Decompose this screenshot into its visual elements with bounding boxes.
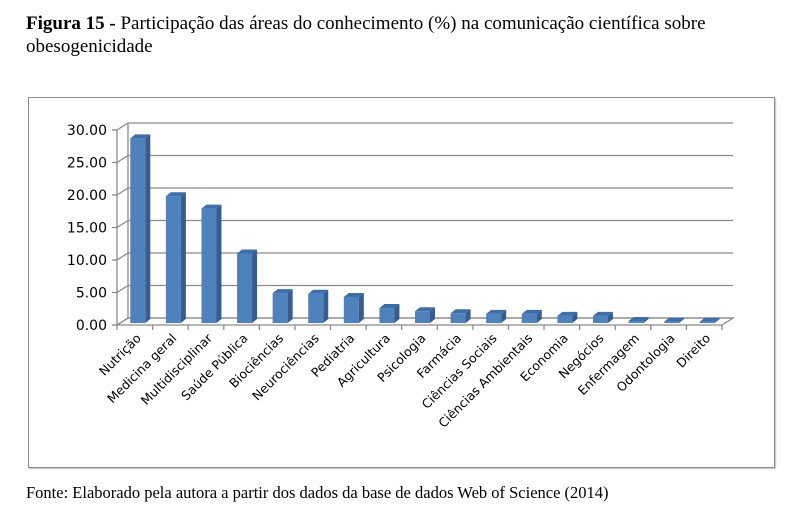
side-wall-line (116, 154, 129, 164)
bar-top-face (201, 204, 222, 209)
y-tick-label: 15.00 (67, 221, 107, 237)
bar-side-face (394, 304, 400, 323)
bar-side-face (180, 192, 186, 323)
bar-top-face (557, 311, 578, 316)
axes (112, 123, 736, 330)
bar-top-face (165, 192, 186, 197)
bar-side-face (501, 309, 507, 323)
bar-top-face (237, 249, 258, 254)
bar-front-face (308, 293, 324, 323)
bar-side-face (287, 289, 293, 323)
bar (379, 304, 400, 323)
bar-top-face (664, 317, 685, 322)
bar-top-face (628, 317, 649, 322)
bar (450, 309, 471, 323)
bar-top-face (486, 309, 507, 314)
bar-side-face (643, 317, 649, 323)
bar (521, 309, 542, 323)
bar-top-face (450, 309, 471, 314)
bar (592, 311, 613, 323)
bar-side-face (145, 134, 151, 323)
bar-side-face (714, 317, 720, 323)
bar-side-face (536, 309, 542, 323)
bar-front-face (486, 313, 502, 323)
bar-front-face (415, 311, 430, 323)
bar-front-face (130, 138, 146, 323)
y-tick-label: 20.00 (67, 188, 107, 204)
bar (237, 249, 258, 323)
chart-frame (28, 97, 775, 468)
bar-side-face (572, 311, 578, 323)
bar-side-face (679, 317, 685, 323)
bar-front-face (343, 297, 359, 323)
bar (628, 317, 649, 323)
side-wall-line (116, 219, 129, 229)
bar-side-face (465, 309, 471, 323)
bar-top-face (699, 317, 720, 322)
bar (130, 134, 151, 323)
bar-front-face (379, 308, 395, 323)
bar-top-face (343, 293, 364, 297)
bar-top-face (379, 304, 400, 309)
side-wall-line (116, 187, 129, 196)
bar-top-face (415, 307, 435, 312)
bar-front-face (592, 315, 608, 323)
bar-front-face (557, 315, 573, 323)
figure-number: Figura 15 - (26, 13, 116, 34)
bar (415, 307, 435, 323)
bar (557, 311, 578, 323)
figure-title: Participação das áreas do conhecimento (… (26, 13, 706, 57)
bar-front-face (450, 313, 466, 323)
bar-side-face (323, 289, 329, 323)
bar-front-face (272, 293, 288, 323)
bar-front-face (521, 313, 537, 323)
chart-floor (114, 317, 736, 326)
y-tick-label: 10.00 (67, 253, 107, 269)
bar (165, 192, 186, 323)
bars (130, 134, 720, 323)
bar-side-face (358, 293, 364, 323)
bar-side-face (216, 204, 222, 323)
bar-front-face (237, 253, 253, 323)
bar (308, 289, 329, 323)
bar-front-face (201, 208, 217, 323)
y-tick-label: 30.00 (67, 123, 107, 139)
side-wall-line (116, 284, 129, 294)
y-axis-ticks: 0.00 5.00 10.00 15.00 20.00 25.00 30.00 (67, 123, 107, 334)
side-wall-line (116, 122, 129, 131)
bar (486, 309, 507, 323)
bar (272, 289, 293, 323)
y-tick-label: 0.00 (76, 318, 107, 334)
figure-source: Fonte: Elaborado pela autora a partir do… (26, 483, 609, 502)
y-tick-label: 5.00 (76, 286, 107, 302)
bar-front-face (699, 321, 715, 323)
bar-front-face (664, 321, 680, 323)
y-tick-label: 25.00 (67, 156, 107, 172)
x-category-label: Direito (673, 331, 713, 371)
bar-top-face (592, 311, 613, 316)
bar-side-face (430, 307, 435, 323)
bar (201, 204, 222, 323)
bar (664, 317, 685, 323)
bar-top-face (521, 309, 542, 314)
bar-front-face (628, 321, 644, 323)
bar-side-face (607, 311, 613, 323)
side-wall-line (116, 252, 129, 261)
bar-side-face (252, 249, 258, 323)
figure-caption: Figura 15 - Participação das áreas do co… (26, 12, 786, 58)
bar (699, 317, 720, 323)
bar-front-face (165, 196, 181, 323)
bar-top-face (130, 134, 151, 139)
bar (343, 293, 364, 323)
bar-top-face (272, 289, 293, 294)
bar-top-face (308, 289, 329, 294)
